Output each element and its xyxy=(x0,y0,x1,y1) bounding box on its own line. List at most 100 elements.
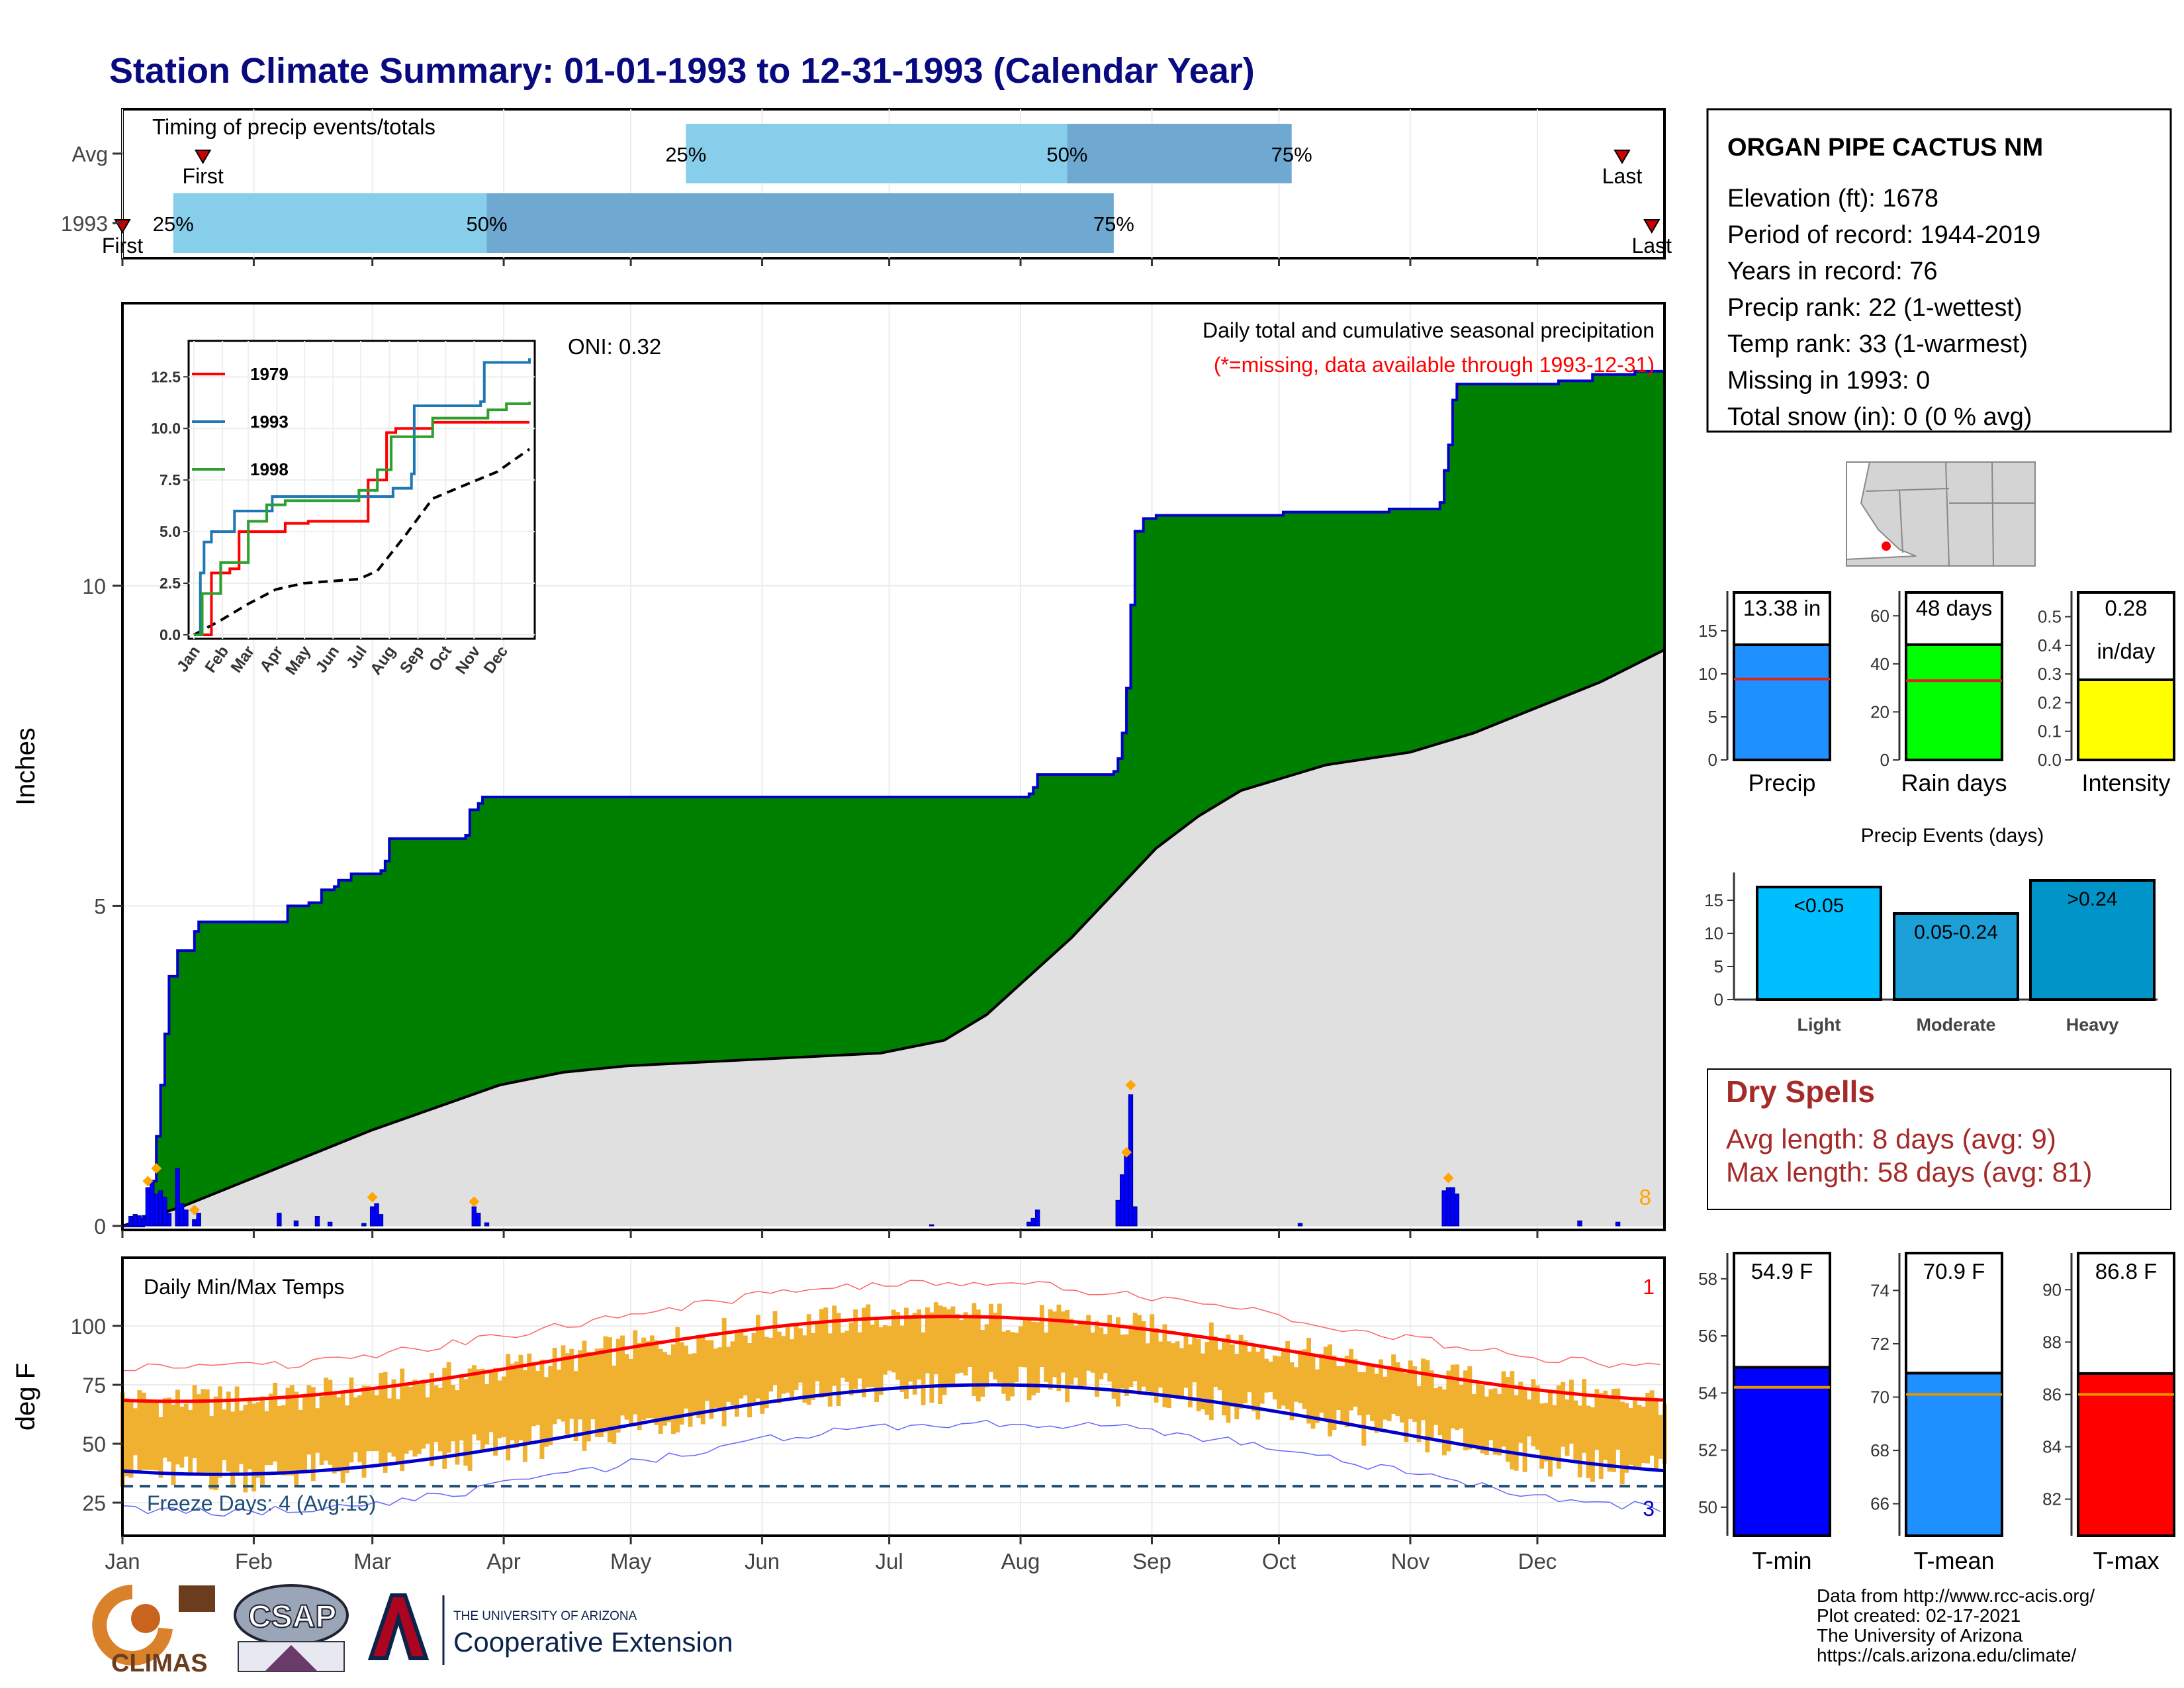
temp-value-label: 54.9 F xyxy=(1751,1259,1813,1284)
daily-precip-bar xyxy=(327,1221,333,1227)
daily-temp-range-bar xyxy=(785,1325,790,1393)
daily-precip-bar xyxy=(1119,1174,1125,1227)
daily-temp-range-bar xyxy=(870,1325,875,1387)
daily-temp-range-bar xyxy=(938,1305,943,1404)
daily-temp-range-bar xyxy=(1446,1370,1451,1452)
daily-temp-range-bar xyxy=(1437,1386,1443,1436)
daily-temp-range-bar xyxy=(917,1309,922,1380)
summary-value-label: 48 days xyxy=(1916,596,1993,620)
daily-temp-range-bar xyxy=(527,1353,532,1445)
daily-temp-range-bar xyxy=(1349,1348,1354,1411)
daily-temp-range-bar xyxy=(878,1327,884,1395)
daily-temp-range-bar xyxy=(607,1337,612,1442)
temp-summary-ytick-label: 70 xyxy=(1870,1387,1889,1407)
summary-value-box xyxy=(2077,591,2175,681)
daily-temp-range-bar xyxy=(776,1331,782,1404)
daily-temp-range-bar xyxy=(1510,1371,1515,1470)
daily-temp-range-bar xyxy=(1111,1324,1116,1399)
daily-temp-range-bar xyxy=(963,1312,968,1376)
record-high-count: 1 xyxy=(1643,1275,1655,1299)
climatology-precip-area xyxy=(122,649,1664,1226)
daily-temp-range-bar xyxy=(531,1365,536,1427)
daily-temp-range-bar xyxy=(1154,1328,1159,1403)
daily-temp-range-bar xyxy=(802,1335,807,1403)
precip-rank-marker xyxy=(469,1196,480,1207)
temp-summary-ytick-label: 86 xyxy=(2042,1385,2062,1405)
daily-temp-range-bar xyxy=(781,1336,786,1394)
events-bar-value-label: 0.05-0.24 xyxy=(1914,921,1998,943)
daily-temp-range-bar xyxy=(1208,1322,1214,1421)
daily-temp-range-bar xyxy=(158,1417,163,1478)
daily-temp-range-bar xyxy=(942,1307,947,1395)
daily-temp-range-bar xyxy=(251,1403,257,1491)
credit-line: Data from http://www.rcc-acis.org/ xyxy=(1817,1585,2095,1606)
daily-temp-range-bar xyxy=(1374,1374,1379,1433)
daily-temp-range-bar xyxy=(1247,1351,1252,1393)
daily-temp-range-bar xyxy=(247,1397,252,1470)
daily-temp-range-bar xyxy=(336,1397,341,1472)
daily-temp-range-bar xyxy=(603,1336,608,1432)
temp-value-label: 86.8 F xyxy=(2095,1259,2158,1284)
daily-temp-range-bar xyxy=(989,1303,993,1372)
summary-ytick-label: 0 xyxy=(1708,750,1717,770)
daily-temp-range-bar xyxy=(730,1341,735,1405)
daily-temp-range-bar xyxy=(1459,1384,1464,1429)
daily-temp-range-bar xyxy=(128,1402,134,1478)
daily-temp-range-bar xyxy=(497,1380,502,1438)
daily-precip-bar xyxy=(484,1222,490,1227)
daily-temp-range-bar xyxy=(641,1337,647,1420)
inset-climatology-line xyxy=(193,447,531,636)
summary-bar-Precip xyxy=(1733,643,1831,761)
month-axis: Jan Feb Mar Apr May Jun Jul Aug Sep Oct Nov Dec xyxy=(105,1230,1557,1573)
daily-temp-range-bar xyxy=(239,1410,244,1464)
daily-temp-range-bar xyxy=(1522,1389,1527,1472)
daily-temp-range-bar xyxy=(226,1391,231,1472)
daily-temp-range-bar xyxy=(302,1395,307,1472)
daily-temp-range-bar xyxy=(1192,1336,1197,1383)
daily-temp-range-bar xyxy=(1238,1335,1244,1409)
daily-precip-bar xyxy=(1297,1223,1303,1227)
daily-temp-range-bar xyxy=(1293,1367,1298,1402)
timing-panel: Timing of precip events/totals 25% 50% 75% F… xyxy=(61,108,1672,266)
timing-row-name: Avg xyxy=(71,142,108,166)
daily-temp-range-bar xyxy=(1103,1334,1108,1374)
daily-temp-range-bar xyxy=(628,1358,633,1424)
daily-temp-range-bar xyxy=(552,1348,557,1425)
daily-temp-range-bar xyxy=(1213,1336,1218,1387)
temp-value-box xyxy=(1733,1252,1831,1369)
daily-temp-range-bar xyxy=(755,1315,760,1399)
daily-temp-range-bar xyxy=(1408,1360,1413,1419)
daily-temp-range-bar xyxy=(1289,1362,1295,1421)
temp-summary-ytick-label: 68 xyxy=(1870,1440,1889,1460)
daily-temp-range-bar xyxy=(764,1336,769,1409)
daily-temp-range-bar xyxy=(1391,1354,1396,1415)
daily-temp-range-bar xyxy=(586,1352,591,1442)
inset-series-1998 xyxy=(194,401,531,636)
daily-precip-bar xyxy=(277,1213,282,1227)
daily-temp-range-bar xyxy=(1441,1389,1447,1456)
temperature-panel: 25 50 75 100 deg F Daily Min/Max Temps Freeze … xyxy=(11,1256,1667,1537)
month-tick-label: Oct xyxy=(1262,1549,1296,1573)
csap-logo: CSAP xyxy=(234,1584,349,1672)
daily-temp-range-bar xyxy=(1281,1350,1286,1406)
credit-line: The University of Arizona xyxy=(1817,1625,2023,1646)
summary-ytick-label: 0.3 xyxy=(2038,664,2062,684)
daily-temp-range-bar xyxy=(1552,1405,1557,1461)
month-tick-label: Jan xyxy=(105,1549,140,1573)
daily-precip-bar xyxy=(136,1215,142,1227)
events-bar-Light xyxy=(1756,886,1882,1001)
daily-temp-range-bar xyxy=(1404,1373,1409,1442)
daily-temp-range-bar xyxy=(1264,1358,1269,1393)
daily-temp-range-bar xyxy=(772,1311,778,1385)
daily-temp-range-bar xyxy=(1065,1309,1070,1403)
daily-temp-range-bar xyxy=(1433,1388,1439,1425)
daily-temp-range-bar xyxy=(1370,1364,1375,1421)
daily-precip-bar xyxy=(154,1194,159,1227)
events-bar-value-label: <0.05 xyxy=(1794,895,1844,917)
daily-temp-range-bar xyxy=(739,1331,744,1399)
csap-logo-text: CSAP xyxy=(248,1599,336,1634)
events-bar-Heavy xyxy=(2029,879,2156,1001)
daily-temp-range-bar xyxy=(1573,1400,1578,1460)
inset-ytick-label: 10.0 xyxy=(151,420,181,437)
